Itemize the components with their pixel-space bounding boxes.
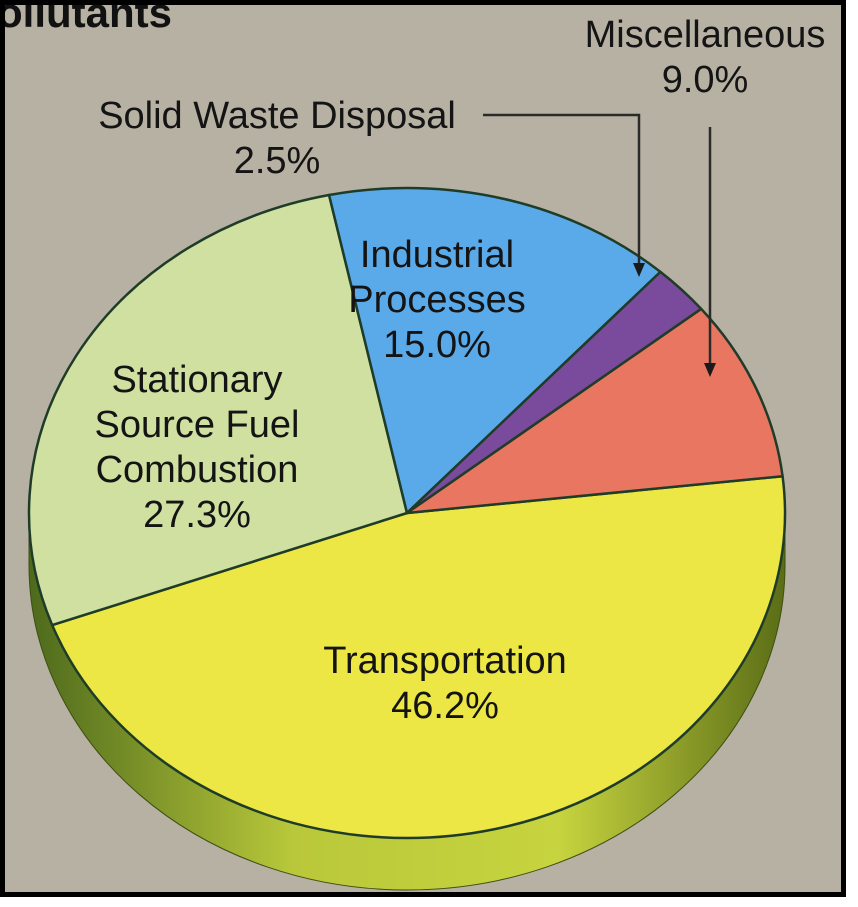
slice-label-1-line-2: Combustion <box>96 449 299 491</box>
slice-value-2: 15.0% <box>383 324 491 366</box>
slice-label-1-line-0: Stationary <box>111 359 282 401</box>
slice-value-4: 9.0% <box>662 59 749 101</box>
slice-value-1: 27.3% <box>143 494 251 536</box>
slice-value-0: 46.2% <box>391 685 499 727</box>
slice-label-1-line-1: Source Fuel <box>95 404 300 446</box>
arrowhead-miscellaneous <box>704 363 716 377</box>
pie-slice-2 <box>327 186 662 515</box>
slice-value-3: 2.5% <box>234 140 321 182</box>
slice-label-2-line-1: Processes <box>348 279 525 321</box>
leader-lines <box>483 113 716 377</box>
leader-line-solid-waste <box>483 113 641 273</box>
pie-slice-1 <box>27 193 409 627</box>
slice-label-3-line-0: Solid Waste Disposal <box>98 95 456 137</box>
pie-chart: ollutants Transportation46.2%StationaryS… <box>5 5 826 891</box>
chart-title: ollutants <box>5 5 172 36</box>
chart-frame: ollutants Transportation 46.2% Stationary S… <box>0 0 846 897</box>
arrowhead-solid-waste <box>633 263 645 277</box>
slice-label-0-line-0: Transportation <box>323 640 567 682</box>
slice-label-2-line-0: Industrial <box>360 234 514 276</box>
slice-label-4-line-0: Miscellaneous <box>585 14 826 56</box>
pie-slice-0 <box>50 474 787 840</box>
